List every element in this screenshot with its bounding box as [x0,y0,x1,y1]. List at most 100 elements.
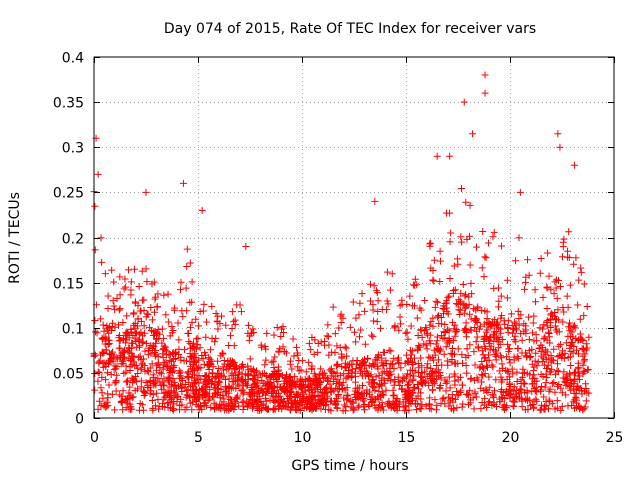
data-point [545,396,553,404]
data-point [136,307,144,315]
x-tick-label: 20 [502,430,520,446]
data-point [559,238,567,246]
data-point [427,239,435,247]
data-point [455,306,463,314]
y-tick-label: 0 [75,412,84,428]
data-point [154,353,162,361]
data-point [450,404,458,412]
data-point [459,281,467,289]
data-point [91,246,99,254]
data-point [555,316,563,324]
data-point [331,330,339,338]
data-point [481,394,489,402]
data-point [126,344,134,352]
data-point [504,324,512,332]
data-point [440,350,448,358]
data-point [530,312,538,320]
data-point [164,373,172,381]
data-point [208,302,216,310]
data-point [483,308,491,316]
data-point [127,328,135,336]
data-point [569,398,577,406]
data-point [512,326,520,334]
data-point [404,388,412,396]
data-point [262,371,270,379]
data-point [574,301,582,309]
data-point [119,360,127,368]
data-point [183,373,191,381]
data-point [545,272,553,280]
data-point [503,367,511,375]
data-point [244,371,252,379]
data-point [531,357,539,365]
data-point [423,345,431,353]
data-point [451,321,459,329]
data-point [346,323,354,331]
data-point [97,401,105,409]
data-point [171,378,179,386]
data-point [539,293,547,301]
data-point [127,278,135,286]
data-point [356,299,364,307]
data-point [261,361,269,369]
data-point [297,385,305,393]
data-point [407,322,415,330]
data-point [437,345,445,353]
data-point [575,276,583,284]
data-point [515,315,523,323]
data-point [525,396,533,404]
data-point [437,374,445,382]
data-point [124,377,132,385]
data-point [555,342,563,350]
data-point [512,389,520,397]
data-point [129,393,137,401]
data-point [194,334,202,342]
data-point [320,395,328,403]
data-point [305,339,313,347]
data-point [225,389,233,397]
data-point [579,370,587,378]
data-point [332,384,340,392]
data-point [405,399,413,407]
data-point [127,291,135,299]
data-point [553,328,561,336]
data-point [489,233,497,241]
data-point [131,362,139,370]
data-point [144,381,152,389]
data-point [148,280,156,288]
data-point [425,353,433,361]
data-point [214,381,222,389]
data-point [577,404,585,412]
data-point [383,297,391,305]
data-point [554,353,562,361]
data-point [166,383,174,391]
data-point [294,363,302,371]
data-point [274,366,282,374]
data-point [583,389,591,397]
data-point [120,346,128,354]
data-point [99,321,107,329]
data-point [200,388,208,396]
data-point [446,384,454,392]
data-point [554,360,562,368]
data-point [222,321,230,329]
data-point [576,405,584,413]
data-point [120,353,128,361]
data-point [317,392,325,400]
data-point [94,377,102,385]
data-point [159,350,167,358]
data-point [520,320,528,328]
data-point [192,315,200,323]
data-point [215,365,223,373]
data-point [430,346,438,354]
data-point [480,320,488,328]
data-point [486,337,494,345]
data-point [496,367,504,375]
data-point [231,362,239,370]
data-point [485,323,493,331]
data-point [498,386,506,394]
data-point [574,382,582,390]
data-point [525,313,533,321]
data-point [384,300,392,308]
